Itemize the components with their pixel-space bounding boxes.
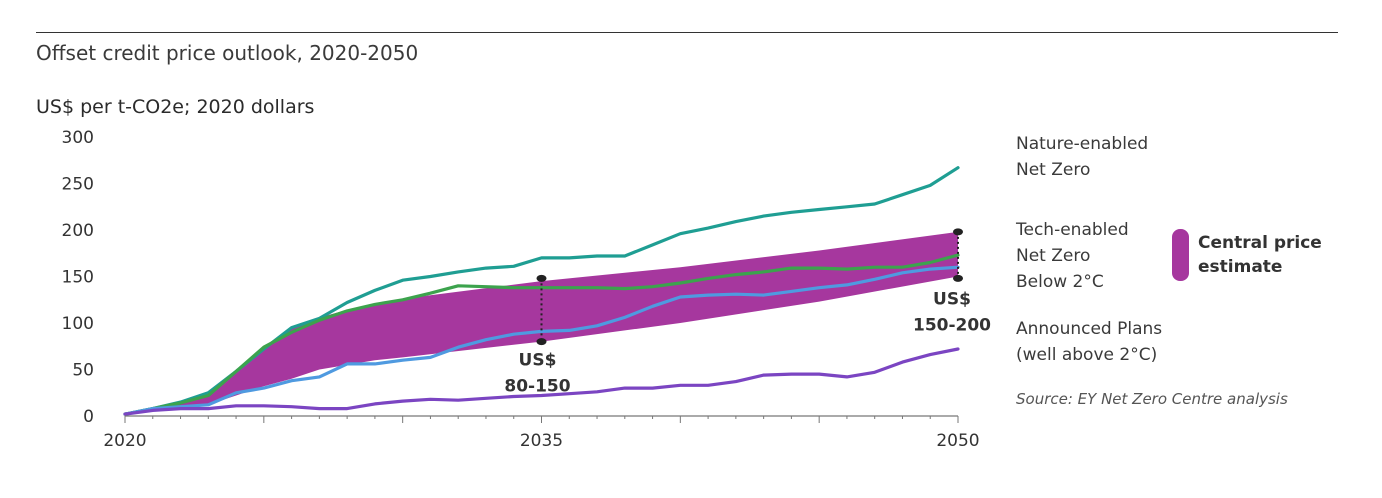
legend-announced-line2: (well above 2°C)	[1016, 345, 1157, 365]
legend-layer: Nature-enabled Net Zero Tech-enabled Net…	[1015, 134, 1322, 408]
annotation-layer: US$ 80-150 US$ 150-200	[504, 228, 991, 397]
series-line-tech-enabled-net-zero	[123, 253, 960, 416]
range-marker-top	[953, 228, 963, 236]
legend-announced-line1: Announced Plans	[1016, 319, 1162, 339]
x-tick-label: 2020	[103, 431, 146, 451]
range-label-currency: US$	[933, 289, 971, 309]
legend-nature-line1: Nature-enabled	[1016, 134, 1148, 154]
legend-tech-line2: Net Zero	[1016, 246, 1090, 266]
range-label-values: 150-200	[913, 315, 991, 335]
legend-nature-line2: Net Zero	[1016, 160, 1090, 180]
range-marker-bottom	[953, 274, 963, 282]
y-tick-label: 200	[62, 221, 94, 241]
y-tick-label: 100	[62, 314, 94, 334]
x-tick-label: 2035	[520, 431, 563, 451]
y-axis-title: US$ per t-CO2e; 2020 dollars	[36, 96, 315, 118]
series-line-below-2-c	[123, 265, 960, 416]
legend-central-swatch	[1172, 229, 1189, 281]
y-tick-label: 150	[62, 268, 94, 288]
chart-title: Offset credit price outlook, 2020-2050	[36, 41, 419, 65]
legend-tech-line1: Tech-enabled	[1015, 220, 1129, 240]
legend-central-line2: estimate	[1198, 257, 1282, 277]
y-tick-label: 300	[62, 128, 94, 148]
range-marker-bottom	[536, 338, 547, 346]
range-marker-top	[536, 274, 547, 282]
top-rule	[36, 32, 1338, 33]
source-note: Source: EY Net Zero Centre analysis	[1016, 390, 1288, 408]
band-layer	[125, 231, 958, 415]
y-tick-label: 250	[62, 175, 94, 195]
series-line-announced-plans-well-above-2-c	[123, 347, 960, 416]
legend-below2: Below 2°C	[1016, 272, 1104, 292]
y-tick-label: 50	[72, 361, 94, 381]
legend-central-line1: Central price	[1198, 233, 1322, 253]
central-price-band	[125, 231, 958, 415]
axes-layer: 2020 2035 2050 0 50 100 150 200 250 300	[62, 128, 980, 451]
lines-layer	[123, 166, 960, 416]
range-label-values: 80-150	[504, 377, 570, 397]
range-label-currency: US$	[519, 351, 557, 371]
y-tick-label: 0	[83, 407, 94, 427]
x-tick-label: 2050	[936, 431, 979, 451]
